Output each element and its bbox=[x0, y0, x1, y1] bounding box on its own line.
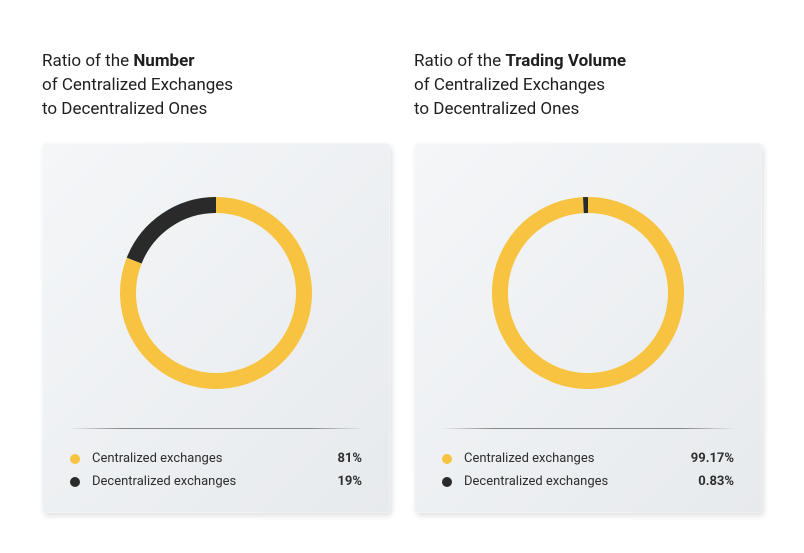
donut-chart bbox=[488, 193, 688, 393]
chart-area bbox=[68, 167, 364, 418]
title-line3: to Decentralized Ones bbox=[42, 99, 207, 119]
chart-panel: Ratio of the Trading Volume of Centralize… bbox=[414, 50, 762, 513]
donut-chart bbox=[116, 193, 316, 393]
legend-row: Centralized exchanges99.17% bbox=[440, 447, 736, 470]
chart-title: Ratio of the Number of Centralized Exchan… bbox=[42, 50, 390, 121]
title-bold: Number bbox=[133, 51, 194, 71]
legend-value: 81% bbox=[337, 451, 362, 466]
title-bold: Trading Volume bbox=[505, 51, 626, 71]
legend-swatch bbox=[70, 454, 80, 464]
legend-swatch bbox=[442, 477, 452, 487]
legend-label: Centralized exchanges bbox=[464, 451, 691, 466]
chart-area bbox=[440, 167, 736, 418]
divider bbox=[440, 428, 736, 429]
legend-swatch bbox=[442, 454, 452, 464]
title-line2: of Centralized Exchanges bbox=[414, 75, 605, 95]
legend-row: Decentralized exchanges19% bbox=[68, 470, 364, 493]
legend-value: 0.83% bbox=[698, 474, 734, 489]
legend-label: Decentralized exchanges bbox=[92, 474, 337, 489]
chart-title: Ratio of the Trading Volume of Centralize… bbox=[414, 50, 762, 121]
chart-card: Centralized exchanges99.17%Decentralized… bbox=[414, 143, 762, 513]
legend-row: Centralized exchanges81% bbox=[68, 447, 364, 470]
title-prefix: Ratio of the bbox=[414, 51, 505, 71]
legend-swatch bbox=[70, 477, 80, 487]
title-line2: of Centralized Exchanges bbox=[42, 75, 233, 95]
chart-card: Centralized exchanges81%Decentralized ex… bbox=[42, 143, 390, 513]
title-line3: to Decentralized Ones bbox=[414, 99, 579, 119]
legend-label: Centralized exchanges bbox=[92, 451, 337, 466]
divider bbox=[68, 428, 364, 429]
legend-label: Decentralized exchanges bbox=[464, 474, 698, 489]
chart-panel: Ratio of the Number of Centralized Exchan… bbox=[42, 50, 390, 513]
title-prefix: Ratio of the bbox=[42, 51, 133, 71]
legend-value: 99.17% bbox=[691, 451, 734, 466]
legend-value: 19% bbox=[337, 474, 362, 489]
legend-row: Decentralized exchanges0.83% bbox=[440, 470, 736, 493]
